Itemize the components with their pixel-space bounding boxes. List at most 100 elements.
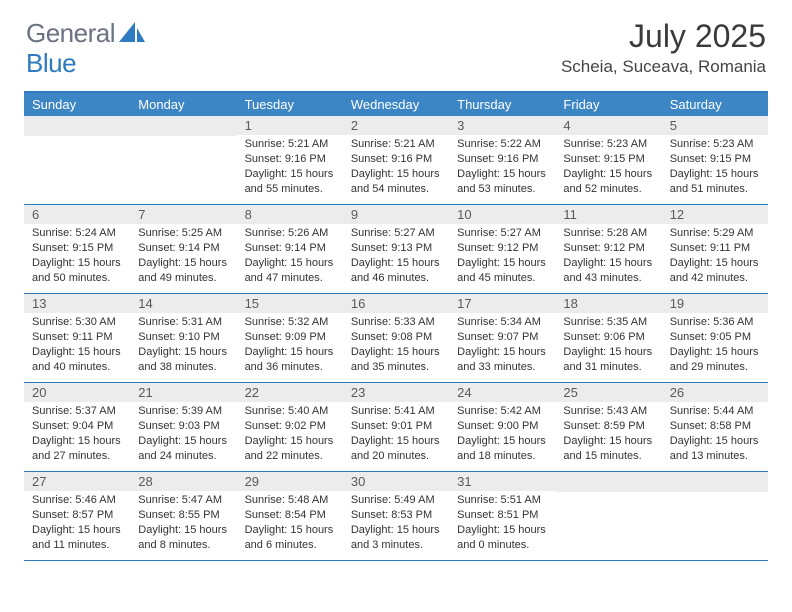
day-cell-8: 8Sunrise: 5:26 AMSunset: 9:14 PMDaylight… (237, 205, 343, 293)
day-number: 11 (555, 205, 661, 224)
day-cell-14: 14Sunrise: 5:31 AMSunset: 9:10 PMDayligh… (130, 294, 236, 382)
day-cell-7: 7Sunrise: 5:25 AMSunset: 9:14 PMDaylight… (130, 205, 236, 293)
day-details: Sunrise: 5:21 AMSunset: 9:16 PMDaylight:… (237, 135, 343, 196)
day-cell-2: 2Sunrise: 5:21 AMSunset: 9:16 PMDaylight… (343, 116, 449, 204)
sunset-text: Sunset: 9:16 PM (351, 152, 441, 167)
sunset-text: Sunset: 9:12 PM (563, 241, 653, 256)
day-number: 29 (237, 472, 343, 491)
daylight-text: Daylight: 15 hours and 24 minutes. (138, 434, 228, 464)
day-cell-empty (130, 116, 236, 204)
day-details: Sunrise: 5:27 AMSunset: 9:12 PMDaylight:… (449, 224, 555, 285)
sunset-text: Sunset: 9:15 PM (32, 241, 122, 256)
day-details: Sunrise: 5:35 AMSunset: 9:06 PMDaylight:… (555, 313, 661, 374)
day-details: Sunrise: 5:40 AMSunset: 9:02 PMDaylight:… (237, 402, 343, 463)
day-cell-11: 11Sunrise: 5:28 AMSunset: 9:12 PMDayligh… (555, 205, 661, 293)
sunset-text: Sunset: 9:12 PM (457, 241, 547, 256)
day-cell-19: 19Sunrise: 5:36 AMSunset: 9:05 PMDayligh… (662, 294, 768, 382)
day-cell-13: 13Sunrise: 5:30 AMSunset: 9:11 PMDayligh… (24, 294, 130, 382)
daylight-text: Daylight: 15 hours and 27 minutes. (32, 434, 122, 464)
day-cell-21: 21Sunrise: 5:39 AMSunset: 9:03 PMDayligh… (130, 383, 236, 471)
daylight-text: Daylight: 15 hours and 47 minutes. (245, 256, 335, 286)
logo-sail-icon (119, 20, 145, 47)
daylight-text: Daylight: 15 hours and 35 minutes. (351, 345, 441, 375)
day-number (555, 472, 661, 492)
day-number: 12 (662, 205, 768, 224)
sunset-text: Sunset: 8:58 PM (670, 419, 760, 434)
day-details: Sunrise: 5:21 AMSunset: 9:16 PMDaylight:… (343, 135, 449, 196)
day-number: 19 (662, 294, 768, 313)
weekday-header-row: SundayMondayTuesdayWednesdayThursdayFrid… (24, 93, 768, 116)
day-cell-15: 15Sunrise: 5:32 AMSunset: 9:09 PMDayligh… (237, 294, 343, 382)
sunset-text: Sunset: 9:04 PM (32, 419, 122, 434)
sunset-text: Sunset: 9:15 PM (670, 152, 760, 167)
day-number: 5 (662, 116, 768, 135)
day-cell-22: 22Sunrise: 5:40 AMSunset: 9:02 PMDayligh… (237, 383, 343, 471)
day-cell-1: 1Sunrise: 5:21 AMSunset: 9:16 PMDaylight… (237, 116, 343, 204)
day-number: 3 (449, 116, 555, 135)
day-cell-18: 18Sunrise: 5:35 AMSunset: 9:06 PMDayligh… (555, 294, 661, 382)
day-number: 20 (24, 383, 130, 402)
day-cell-10: 10Sunrise: 5:27 AMSunset: 9:12 PMDayligh… (449, 205, 555, 293)
daylight-text: Daylight: 15 hours and 11 minutes. (32, 523, 122, 553)
logo: General (26, 18, 147, 49)
day-details: Sunrise: 5:49 AMSunset: 8:53 PMDaylight:… (343, 491, 449, 552)
daylight-text: Daylight: 15 hours and 18 minutes. (457, 434, 547, 464)
sunset-text: Sunset: 9:14 PM (245, 241, 335, 256)
sunset-text: Sunset: 9:01 PM (351, 419, 441, 434)
sunset-text: Sunset: 8:54 PM (245, 508, 335, 523)
day-cell-28: 28Sunrise: 5:47 AMSunset: 8:55 PMDayligh… (130, 472, 236, 560)
sunrise-text: Sunrise: 5:41 AM (351, 404, 441, 419)
day-number: 21 (130, 383, 236, 402)
sunrise-text: Sunrise: 5:26 AM (245, 226, 335, 241)
day-details: Sunrise: 5:47 AMSunset: 8:55 PMDaylight:… (130, 491, 236, 552)
day-number: 1 (237, 116, 343, 135)
day-cell-16: 16Sunrise: 5:33 AMSunset: 9:08 PMDayligh… (343, 294, 449, 382)
daylight-text: Daylight: 15 hours and 40 minutes. (32, 345, 122, 375)
sunrise-text: Sunrise: 5:42 AM (457, 404, 547, 419)
day-number: 13 (24, 294, 130, 313)
weekday-thursday: Thursday (449, 93, 555, 116)
day-details: Sunrise: 5:29 AMSunset: 9:11 PMDaylight:… (662, 224, 768, 285)
day-number: 17 (449, 294, 555, 313)
daylight-text: Daylight: 15 hours and 53 minutes. (457, 167, 547, 197)
sunrise-text: Sunrise: 5:47 AM (138, 493, 228, 508)
day-number: 31 (449, 472, 555, 491)
day-details: Sunrise: 5:23 AMSunset: 9:15 PMDaylight:… (662, 135, 768, 196)
day-details: Sunrise: 5:31 AMSunset: 9:10 PMDaylight:… (130, 313, 236, 374)
sunset-text: Sunset: 9:05 PM (670, 330, 760, 345)
sunrise-text: Sunrise: 5:43 AM (563, 404, 653, 419)
day-number: 7 (130, 205, 236, 224)
day-details: Sunrise: 5:41 AMSunset: 9:01 PMDaylight:… (343, 402, 449, 463)
weekday-monday: Monday (130, 93, 236, 116)
sunset-text: Sunset: 8:59 PM (563, 419, 653, 434)
day-number: 22 (237, 383, 343, 402)
sunset-text: Sunset: 9:10 PM (138, 330, 228, 345)
weekday-wednesday: Wednesday (343, 93, 449, 116)
weekday-sunday: Sunday (24, 93, 130, 116)
sunrise-text: Sunrise: 5:46 AM (32, 493, 122, 508)
day-details: Sunrise: 5:32 AMSunset: 9:09 PMDaylight:… (237, 313, 343, 374)
day-cell-6: 6Sunrise: 5:24 AMSunset: 9:15 PMDaylight… (24, 205, 130, 293)
day-number: 25 (555, 383, 661, 402)
daylight-text: Daylight: 15 hours and 55 minutes. (245, 167, 335, 197)
sunrise-text: Sunrise: 5:21 AM (245, 137, 335, 152)
sunrise-text: Sunrise: 5:36 AM (670, 315, 760, 330)
sunset-text: Sunset: 9:07 PM (457, 330, 547, 345)
sunrise-text: Sunrise: 5:48 AM (245, 493, 335, 508)
day-cell-empty (24, 116, 130, 204)
daylight-text: Daylight: 15 hours and 43 minutes. (563, 256, 653, 286)
sunrise-text: Sunrise: 5:37 AM (32, 404, 122, 419)
day-details: Sunrise: 5:25 AMSunset: 9:14 PMDaylight:… (130, 224, 236, 285)
day-number: 16 (343, 294, 449, 313)
day-details: Sunrise: 5:30 AMSunset: 9:11 PMDaylight:… (24, 313, 130, 374)
day-cell-24: 24Sunrise: 5:42 AMSunset: 9:00 PMDayligh… (449, 383, 555, 471)
sunrise-text: Sunrise: 5:51 AM (457, 493, 547, 508)
week-row: 20Sunrise: 5:37 AMSunset: 9:04 PMDayligh… (24, 383, 768, 472)
daylight-text: Daylight: 15 hours and 0 minutes. (457, 523, 547, 553)
sunrise-text: Sunrise: 5:29 AM (670, 226, 760, 241)
sunset-text: Sunset: 9:15 PM (563, 152, 653, 167)
calendar: SundayMondayTuesdayWednesdayThursdayFrid… (24, 91, 768, 561)
daylight-text: Daylight: 15 hours and 38 minutes. (138, 345, 228, 375)
day-cell-20: 20 Sunrise: 5:37 AMSunset: 9:04 PMDayligh… (24, 383, 130, 471)
day-number: 10 (449, 205, 555, 224)
